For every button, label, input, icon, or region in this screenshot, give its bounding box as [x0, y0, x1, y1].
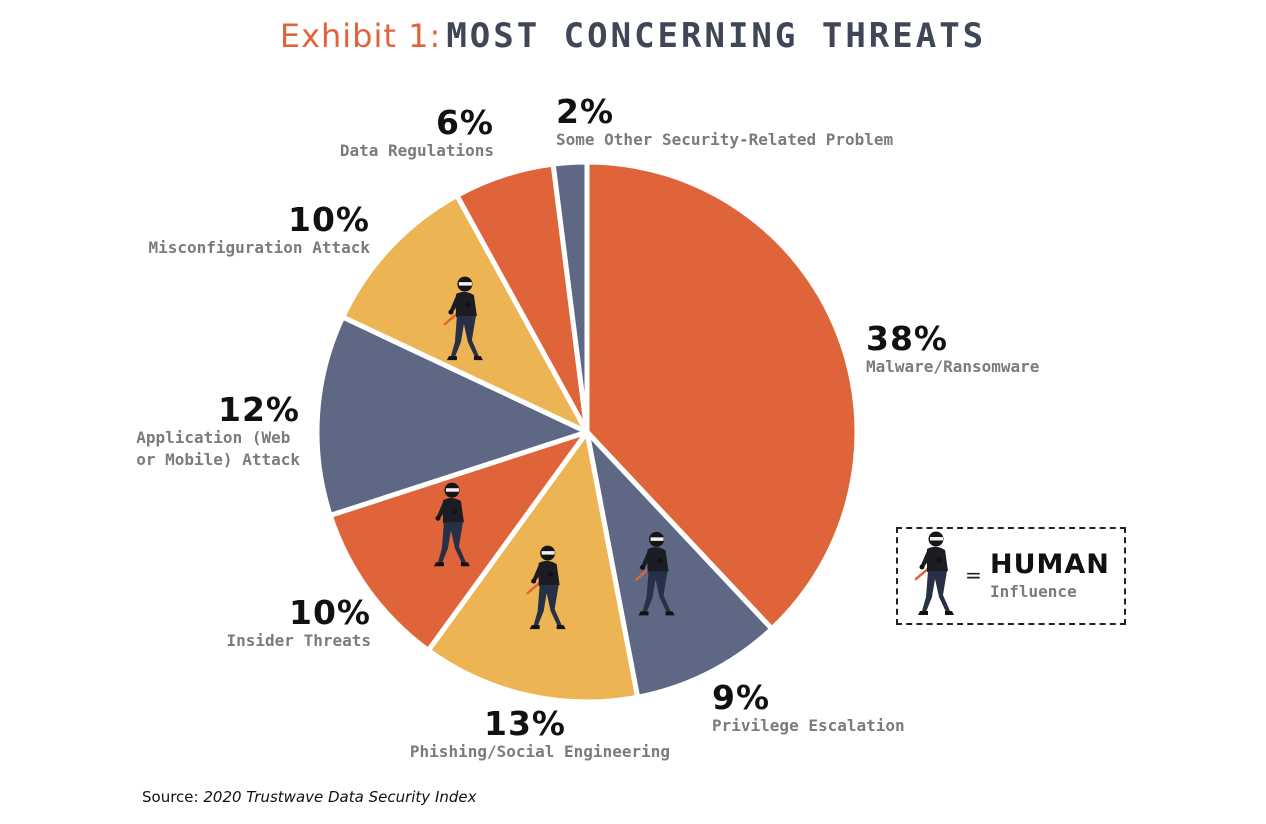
hacker-figure-icon: [526, 545, 566, 630]
pie-slice-some-other-security-related-problem: [550, 159, 590, 435]
hacker-figure-icon: [914, 531, 954, 615]
source-prefix: Source:: [142, 788, 199, 806]
pie-slice-phishing-social-engineering: [425, 429, 641, 705]
chart-title: Exhibit 1: MOST CONCERNING THREATS: [0, 16, 1266, 56]
data-label-other-pct: 2%: [556, 92, 615, 131]
legend-box: = HUMAN Influence: [896, 527, 1126, 625]
hacker-figure-icon: [443, 276, 483, 361]
data-label-other-name: Some Other Security-Related Problem: [556, 130, 894, 149]
data-label-privilege-name: Privilege Escalation: [712, 716, 905, 735]
label-malware: 38% Malware/Ransomware: [866, 322, 1039, 378]
data-label-privilege-pct: 9%: [712, 678, 771, 717]
hacker-figure-icon: [430, 482, 470, 567]
data-label-insider-name: Insider Threats: [226, 631, 372, 650]
legend-subtitle: Influence: [990, 582, 1077, 601]
data-label-misconfig-pct: 10%: [288, 200, 370, 239]
data-label-phishing-name: Phishing/Social Engineering: [409, 742, 670, 761]
data-label-regulations-name: Data Regulations: [339, 141, 494, 160]
legend-title: HUMAN: [990, 549, 1110, 580]
pie-slice-malware-ransomware: [584, 159, 860, 632]
data-label-phishing-pct: 13%: [484, 704, 566, 743]
label-phishing: 13% Phishing/Social Engineering: [410, 707, 670, 763]
pie-slice-privilege-escalation: [584, 429, 775, 700]
label-privilege: 9% Privilege Escalation: [712, 681, 905, 737]
data-label-application-name-line2: or Mobile) Attack: [136, 450, 300, 469]
data-label-application-name-line1: Application (Web: [136, 428, 291, 447]
data-label-insider-pct: 10%: [289, 593, 371, 632]
exhibit-title: MOST CONCERNING THREATS: [446, 16, 987, 56]
hacker-figure-icon: [635, 531, 675, 616]
label-other: 2% Some Other Security-Related Problem: [556, 95, 893, 151]
data-label-regulations-pct: 6%: [435, 103, 494, 142]
source-note: Source: 2020 Trustwave Data Security Ind…: [142, 788, 477, 806]
data-label-malware-name: Malware/Ransomware: [866, 357, 1040, 376]
legend-equals: =: [965, 563, 982, 587]
label-insider: 10% Insider Threats: [227, 596, 372, 652]
label-application: 12% Application (Web or Mobile) Attack: [136, 393, 300, 471]
source-name: 2020 Trustwave Data Security Index: [203, 788, 477, 806]
data-label-application-pct: 12%: [218, 390, 300, 429]
data-label-misconfig-name: Misconfiguration Attack: [148, 238, 370, 257]
data-label-malware-pct: 38%: [866, 319, 948, 358]
pie-slice-application-web-or-mobile-attack: [314, 314, 590, 518]
exhibit-label: Exhibit 1:: [279, 17, 442, 55]
label-misconfig: 10% Misconfiguration Attack: [148, 203, 370, 259]
label-regulations: 6% Data Regulations: [340, 106, 494, 162]
